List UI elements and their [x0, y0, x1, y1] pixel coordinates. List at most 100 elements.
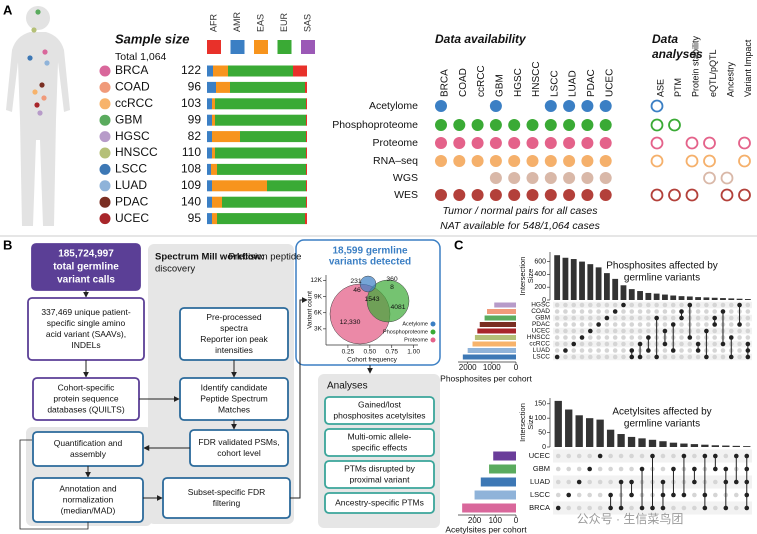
- ancestry-bar: [207, 98, 212, 110]
- axis-label: Cohort frequency: [347, 357, 398, 364]
- axis-label: Variant count: [307, 291, 314, 329]
- arrow: [290, 297, 308, 499]
- availability-dot: [599, 119, 612, 131]
- membership-dot: [566, 492, 572, 498]
- label: FDR validated PSMs,: [198, 437, 279, 447]
- axis-label: Intersection: [518, 403, 527, 442]
- ancestry-swatch: [301, 40, 315, 54]
- column-label: GBM: [495, 74, 506, 97]
- intersection-bar: [637, 291, 643, 300]
- column-label: UCEC: [604, 69, 615, 97]
- matrix-dot: [612, 341, 618, 347]
- cohort-name: LSCC: [115, 162, 147, 176]
- ancestry-bar: [207, 81, 216, 93]
- tick-label: 0: [542, 444, 546, 451]
- venn-count: 8: [390, 284, 394, 291]
- matrix-dot: [608, 466, 613, 472]
- organ-dot: [42, 49, 48, 55]
- matrix-dot: [604, 354, 610, 360]
- membership-dot: [744, 505, 750, 511]
- matrix-dot: [629, 453, 634, 459]
- availability-dot: [599, 100, 612, 112]
- intersection-bar: [662, 294, 668, 300]
- intersection-bar: [744, 299, 751, 300]
- matrix-dot: [637, 302, 643, 308]
- membership-dot: [723, 479, 729, 485]
- set-bar: [493, 451, 516, 461]
- matrix-dot: [588, 348, 593, 353]
- membership-dot: [629, 348, 635, 353]
- availability-dot: [599, 172, 612, 184]
- set-name: PDAC: [532, 321, 550, 328]
- matrix-dot: [629, 341, 635, 347]
- set-bar: [477, 328, 516, 334]
- availability-dot: [544, 100, 557, 112]
- matrix-dot: [704, 302, 709, 308]
- matrix-dot: [566, 453, 572, 459]
- venn-count: 360: [386, 276, 398, 283]
- analysis-circle: [650, 118, 664, 132]
- matrix-dot: [695, 335, 701, 340]
- membership-dot: [670, 322, 676, 327]
- cohort-count: 95: [188, 211, 202, 225]
- label: Quantification and: [54, 438, 123, 448]
- cohort-dot: [99, 213, 111, 225]
- matrix-dot: [571, 322, 577, 327]
- matrix-dot: [588, 335, 593, 340]
- matrix-dot: [713, 479, 718, 485]
- ancestry-bar: [293, 65, 307, 77]
- availability-dot: [563, 119, 576, 131]
- row-label: Phosphoproteome: [332, 119, 418, 131]
- matrix-dot: [679, 354, 684, 360]
- ancestry-bar: [215, 147, 306, 159]
- label: cohort level: [217, 448, 261, 458]
- ancestry-label: AFR: [208, 13, 218, 32]
- matrix-dot: [579, 302, 585, 308]
- cohort-name: COAD: [115, 80, 150, 94]
- matrix-dot: [579, 315, 585, 321]
- intersection-bar: [565, 409, 573, 447]
- legend-dot: [430, 321, 436, 327]
- availability-dot: [471, 119, 484, 131]
- intersection-bar: [669, 442, 678, 447]
- intersection-bar: [736, 298, 743, 300]
- matrix-dot: [670, 302, 676, 308]
- ancestry-bar: [306, 147, 307, 159]
- matrix-dot: [604, 335, 610, 340]
- venn-title: 18,599 germline: [332, 246, 407, 257]
- matrix-dot: [637, 328, 643, 334]
- matrix-dot: [604, 328, 610, 334]
- ancestry-bar: [211, 163, 217, 175]
- matrix-dot: [621, 328, 626, 334]
- membership-dot: [737, 322, 742, 327]
- label: specific effects: [352, 442, 408, 452]
- matrix-dot: [555, 479, 561, 485]
- ancestry-label: EAS: [255, 14, 265, 32]
- intersection-bar: [620, 285, 627, 300]
- membership-dot: [745, 341, 751, 347]
- label: spectra: [220, 323, 248, 333]
- label: Matches: [218, 404, 250, 414]
- availability-dot: [563, 137, 576, 149]
- intersection-bar: [612, 278, 619, 300]
- column-label: HNSCC: [531, 61, 542, 97]
- intersection-bar: [653, 293, 660, 300]
- matrix-dot: [612, 302, 618, 308]
- matrix-dot: [712, 354, 717, 360]
- matrix-dot: [563, 322, 568, 327]
- membership-dot: [554, 354, 560, 360]
- membership-dot: [744, 466, 750, 472]
- matrix-dot: [612, 354, 618, 360]
- membership-dot: [662, 341, 668, 347]
- availability-dot: [508, 119, 521, 131]
- membership-dot: [712, 322, 717, 327]
- organ-dot: [39, 82, 45, 88]
- matrix-dot: [712, 309, 717, 314]
- organ-dot: [34, 102, 40, 108]
- set-name: LSCC: [530, 490, 551, 499]
- tick-label: 100: [534, 415, 546, 422]
- column-label: LSCC: [549, 70, 560, 97]
- legend-label: Proteome: [404, 337, 428, 343]
- membership-dot: [712, 315, 717, 321]
- box: [324, 428, 435, 457]
